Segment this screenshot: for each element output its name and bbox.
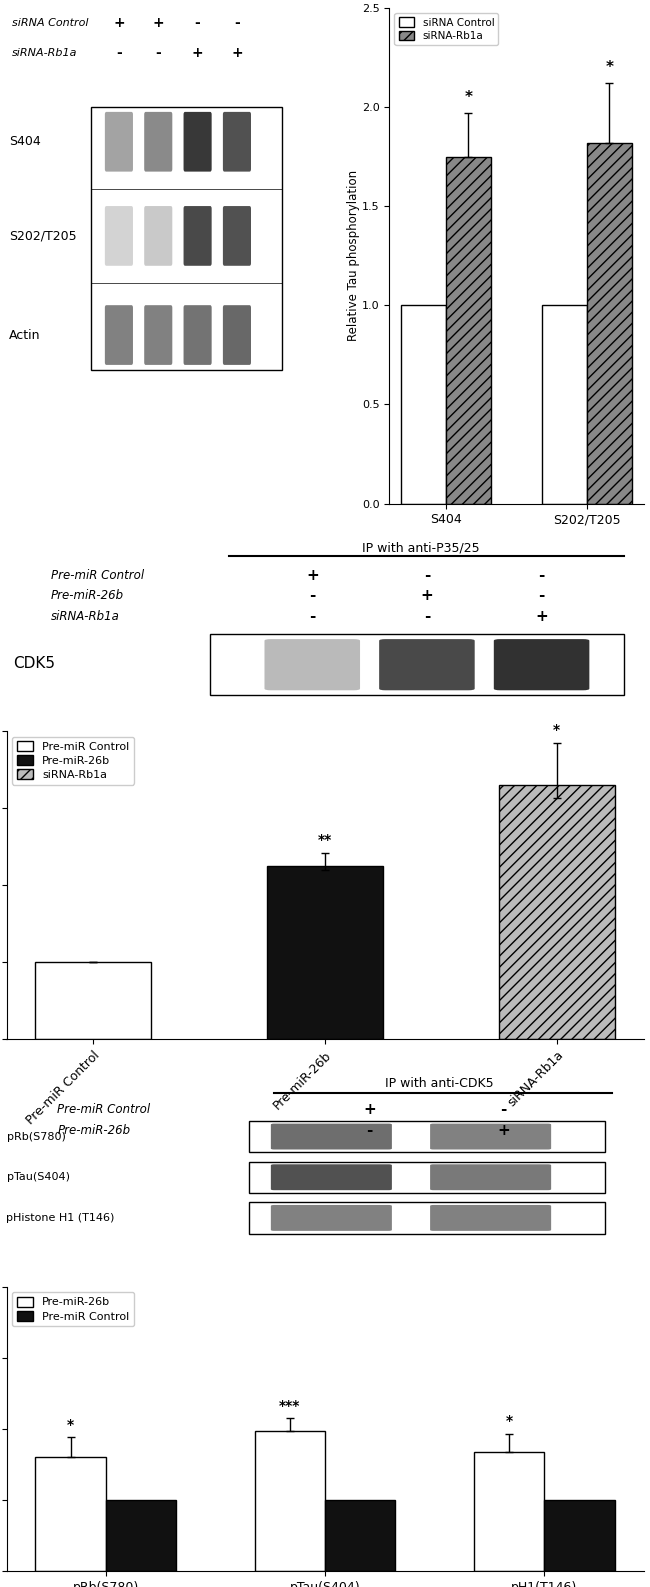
FancyBboxPatch shape	[183, 206, 212, 265]
FancyBboxPatch shape	[223, 113, 251, 171]
Text: siRNA-Rb1a: siRNA-Rb1a	[51, 611, 120, 624]
FancyBboxPatch shape	[248, 1120, 605, 1152]
Text: pRb(S780): pRb(S780)	[6, 1132, 66, 1141]
FancyBboxPatch shape	[223, 206, 251, 265]
FancyBboxPatch shape	[430, 1165, 551, 1190]
Text: -: -	[116, 46, 122, 60]
Text: -: -	[538, 568, 545, 582]
Text: -: -	[309, 609, 315, 624]
FancyBboxPatch shape	[271, 1205, 392, 1232]
Legend: Pre-miR-26b, Pre-miR Control: Pre-miR-26b, Pre-miR Control	[12, 1292, 134, 1327]
Text: Pre-miR Control: Pre-miR Control	[51, 568, 144, 581]
Legend: siRNA Control, siRNA-Rb1a: siRNA Control, siRNA-Rb1a	[395, 13, 499, 44]
Bar	[587, 143, 632, 503]
Y-axis label: Relative Tau phosphorylation: Relative Tau phosphorylation	[347, 170, 360, 341]
FancyBboxPatch shape	[223, 305, 251, 365]
Bar	[255, 1431, 325, 1571]
Text: +: +	[306, 568, 318, 582]
Text: CDK5: CDK5	[13, 655, 55, 671]
Text: siRNA-Rb1a: siRNA-Rb1a	[12, 48, 77, 57]
FancyBboxPatch shape	[248, 1162, 605, 1193]
Text: pHistone H1 (T146): pHistone H1 (T146)	[6, 1212, 115, 1224]
Text: siRNA Control: siRNA Control	[12, 17, 88, 29]
FancyBboxPatch shape	[183, 305, 212, 365]
Legend: Pre-miR Control, Pre-miR-26b, siRNA-Rb1a: Pre-miR Control, Pre-miR-26b, siRNA-Rb1a	[12, 736, 134, 784]
Bar	[544, 1500, 614, 1571]
Text: ***: ***	[280, 1398, 300, 1412]
Text: -: -	[424, 568, 430, 582]
FancyBboxPatch shape	[211, 635, 625, 695]
Text: -: -	[309, 589, 315, 603]
FancyBboxPatch shape	[144, 305, 172, 365]
Text: IP with anti-P35/25: IP with anti-P35/25	[362, 541, 479, 554]
FancyBboxPatch shape	[271, 1165, 392, 1190]
Text: +: +	[192, 46, 203, 60]
FancyBboxPatch shape	[248, 1203, 605, 1233]
Bar	[541, 305, 587, 503]
FancyBboxPatch shape	[91, 106, 282, 370]
Text: -: -	[195, 16, 200, 30]
FancyBboxPatch shape	[379, 640, 474, 690]
FancyBboxPatch shape	[105, 305, 133, 365]
Bar	[499, 786, 614, 1039]
FancyBboxPatch shape	[105, 206, 133, 265]
FancyBboxPatch shape	[430, 1124, 551, 1149]
Bar	[474, 1452, 544, 1571]
Text: +: +	[497, 1122, 510, 1138]
FancyBboxPatch shape	[183, 113, 212, 171]
Text: +: +	[231, 46, 242, 60]
Text: *: *	[506, 1414, 513, 1428]
Text: -: -	[155, 46, 161, 60]
Text: Pre-miR-26b: Pre-miR-26b	[51, 589, 124, 603]
Text: Actin: Actin	[9, 329, 41, 341]
FancyBboxPatch shape	[430, 1205, 551, 1232]
Text: -: -	[234, 16, 240, 30]
Bar	[446, 157, 491, 503]
Text: *: *	[465, 90, 473, 105]
Bar	[36, 1457, 106, 1571]
Text: -: -	[367, 1122, 373, 1138]
Bar	[325, 1500, 395, 1571]
FancyBboxPatch shape	[105, 113, 133, 171]
Text: Pre-miR-26b: Pre-miR-26b	[57, 1124, 131, 1136]
Text: S404: S404	[9, 135, 41, 148]
Bar	[36, 962, 151, 1039]
Text: -: -	[424, 609, 430, 624]
Text: Pre-miR Control: Pre-miR Control	[57, 1103, 151, 1116]
Text: IP with anti-CDK5: IP with anti-CDK5	[385, 1078, 494, 1090]
Bar	[401, 305, 446, 503]
Text: **: **	[318, 833, 332, 847]
Text: -: -	[538, 589, 545, 603]
Text: S202/T205: S202/T205	[9, 230, 77, 243]
Text: +: +	[363, 1103, 376, 1117]
Text: *: *	[553, 722, 560, 736]
FancyBboxPatch shape	[144, 206, 172, 265]
FancyBboxPatch shape	[265, 640, 360, 690]
Text: +: +	[421, 589, 434, 603]
Text: +: +	[113, 16, 125, 30]
Text: *: *	[67, 1417, 74, 1431]
Text: -: -	[500, 1103, 506, 1117]
Bar	[267, 867, 383, 1039]
Text: *: *	[605, 60, 614, 75]
Text: +: +	[535, 609, 548, 624]
Text: +: +	[153, 16, 164, 30]
FancyBboxPatch shape	[144, 113, 172, 171]
FancyBboxPatch shape	[271, 1124, 392, 1149]
FancyBboxPatch shape	[494, 640, 590, 690]
Text: pTau(S404): pTau(S404)	[6, 1173, 70, 1182]
Bar	[106, 1500, 176, 1571]
